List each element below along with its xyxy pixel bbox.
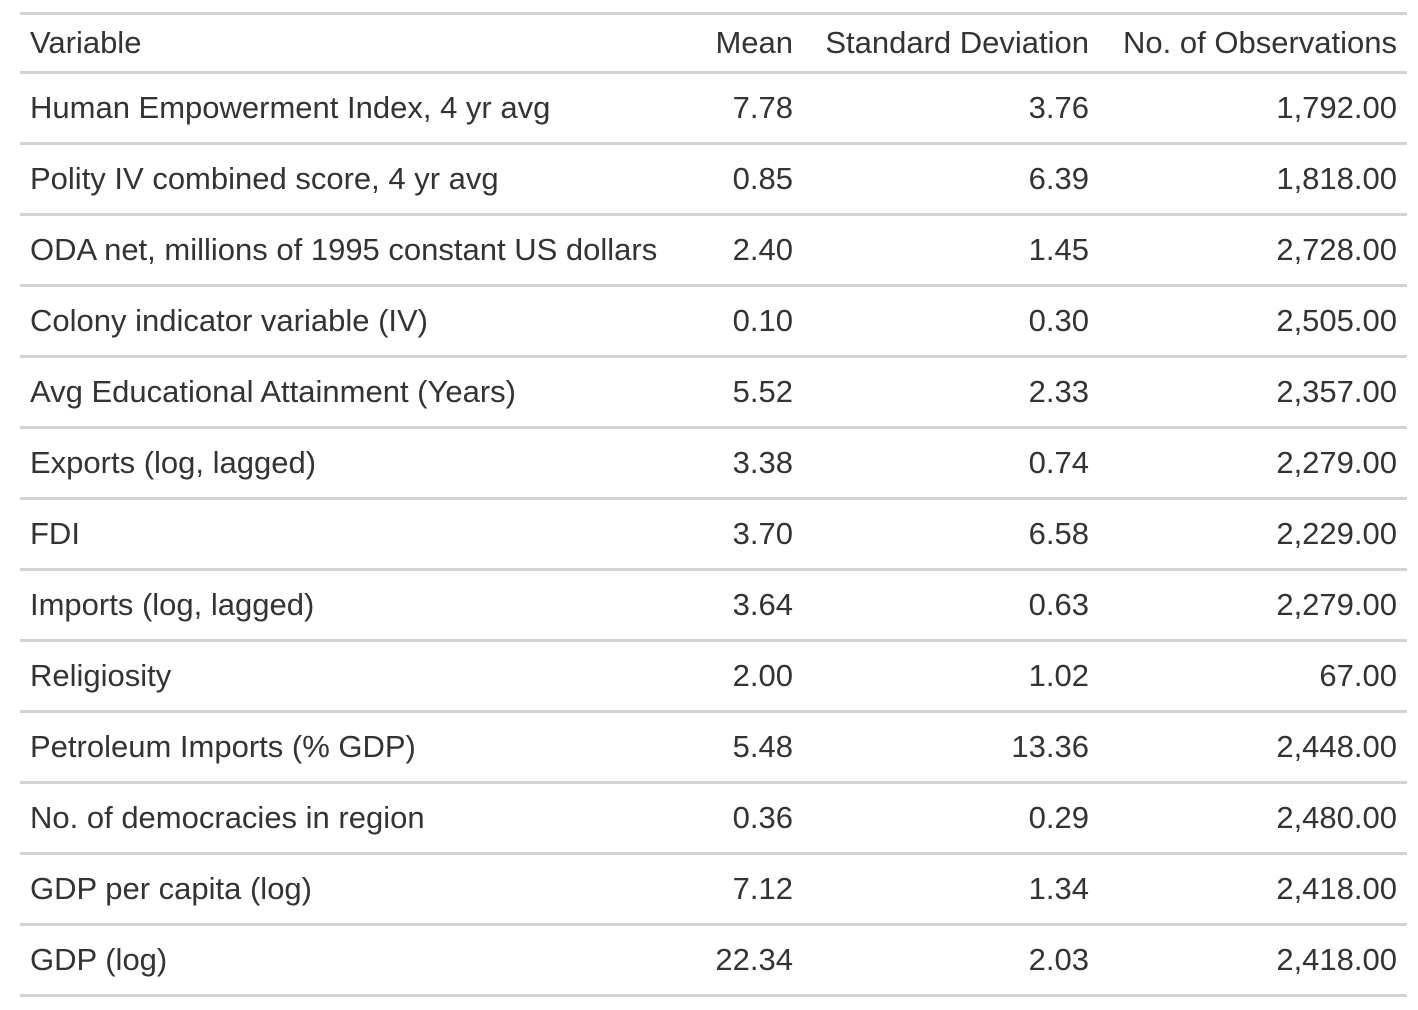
cell-sd: 6.58 — [1028, 516, 1089, 551]
cell-variable: No. of democracies in region — [30, 800, 425, 835]
table-row: Polity IV combined score, 4 yr avg 0.85 … — [20, 144, 1407, 215]
cell-variable: GDP per capita (log) — [30, 871, 312, 906]
header-row: Variable Mean Standard Deviation No. of … — [20, 13, 1407, 73]
summary-statistics-table: Variable Mean Standard Deviation No. of … — [20, 12, 1407, 997]
cell-obs: 2,357.00 — [1276, 374, 1397, 409]
header-observations: No. of Observations — [1123, 25, 1397, 60]
cell-sd: 1.34 — [1028, 871, 1089, 906]
cell-variable: Petroleum Imports (% GDP) — [30, 729, 416, 764]
table-row: Imports (log, lagged) 3.64 0.63 2,279.00 — [20, 570, 1407, 641]
cell-mean: 2.00 — [732, 658, 793, 693]
cell-sd: 2.03 — [1028, 942, 1089, 977]
cell-variable: Religiosity — [30, 658, 172, 693]
cell-obs: 2,229.00 — [1276, 516, 1397, 551]
cell-sd: 0.30 — [1028, 303, 1089, 338]
cell-obs: 1,792.00 — [1276, 90, 1397, 125]
summary-statistics-table-container: Variable Mean Standard Deviation No. of … — [20, 12, 1407, 997]
cell-obs: 2,418.00 — [1276, 871, 1397, 906]
header-mean: Mean — [715, 25, 793, 60]
cell-sd: 2.33 — [1028, 374, 1089, 409]
cell-variable: Human Empowerment Index, 4 yr avg — [30, 90, 551, 125]
cell-mean: 7.78 — [732, 90, 793, 125]
cell-variable: FDI — [30, 516, 80, 551]
cell-mean: 2.40 — [732, 232, 793, 267]
table-body: Human Empowerment Index, 4 yr avg 7.78 3… — [20, 73, 1407, 996]
cell-sd: 1.02 — [1028, 658, 1089, 693]
cell-sd: 0.29 — [1028, 800, 1089, 835]
cell-variable: Polity IV combined score, 4 yr avg — [30, 161, 499, 196]
cell-mean: 0.10 — [732, 303, 793, 338]
table-row: Colony indicator variable (IV) 0.10 0.30… — [20, 286, 1407, 357]
table-row: ODA net, millions of 1995 constant US do… — [20, 215, 1407, 286]
table-row: FDI 3.70 6.58 2,229.00 — [20, 499, 1407, 570]
cell-variable: Avg Educational Attainment (Years) — [30, 374, 516, 409]
table-row: GDP per capita (log) 7.12 1.34 2,418.00 — [20, 854, 1407, 925]
cell-mean: 3.38 — [732, 445, 793, 480]
cell-variable: ODA net, millions of 1995 constant US do… — [30, 232, 658, 267]
table-row: Human Empowerment Index, 4 yr avg 7.78 3… — [20, 73, 1407, 144]
cell-sd: 13.36 — [1011, 729, 1089, 764]
table-row: Religiosity 2.00 1.02 67.00 — [20, 641, 1407, 712]
cell-mean: 5.48 — [732, 729, 793, 764]
cell-sd: 3.76 — [1028, 90, 1089, 125]
cell-obs: 2,505.00 — [1276, 303, 1397, 338]
cell-variable: GDP (log) — [30, 942, 168, 977]
cell-obs: 2,418.00 — [1276, 942, 1397, 977]
cell-obs: 2,480.00 — [1276, 800, 1397, 835]
cell-sd: 6.39 — [1028, 161, 1089, 196]
cell-mean: 22.34 — [715, 942, 793, 977]
cell-obs: 1,818.00 — [1276, 161, 1397, 196]
cell-variable: Colony indicator variable (IV) — [30, 303, 429, 338]
table-row: No. of democracies in region 0.36 0.29 2… — [20, 783, 1407, 854]
cell-variable: Exports (log, lagged) — [30, 445, 317, 480]
cell-obs: 67.00 — [1319, 658, 1397, 693]
table-row: Avg Educational Attainment (Years) 5.52 … — [20, 357, 1407, 428]
cell-mean: 3.70 — [732, 516, 793, 551]
table-row: GDP (log) 22.34 2.03 2,418.00 — [20, 925, 1407, 996]
cell-obs: 2,279.00 — [1276, 587, 1397, 622]
header-standard-deviation: Standard Deviation — [825, 25, 1089, 60]
cell-sd: 1.45 — [1028, 232, 1089, 267]
cell-obs: 2,728.00 — [1276, 232, 1397, 267]
table-row: Exports (log, lagged) 3.38 0.74 2,279.00 — [20, 428, 1407, 499]
cell-mean: 7.12 — [732, 871, 793, 906]
header-variable: Variable — [30, 25, 142, 60]
cell-sd: 0.74 — [1028, 445, 1089, 480]
cell-mean: 0.36 — [732, 800, 793, 835]
cell-obs: 2,448.00 — [1276, 729, 1397, 764]
cell-mean: 0.85 — [732, 161, 793, 196]
cell-variable: Imports (log, lagged) — [30, 587, 315, 622]
cell-obs: 2,279.00 — [1276, 445, 1397, 480]
table-row: Petroleum Imports (% GDP) 5.48 13.36 2,4… — [20, 712, 1407, 783]
table-header: Variable Mean Standard Deviation No. of … — [20, 13, 1407, 73]
cell-mean: 5.52 — [732, 374, 793, 409]
cell-sd: 0.63 — [1028, 587, 1089, 622]
cell-mean: 3.64 — [732, 587, 793, 622]
